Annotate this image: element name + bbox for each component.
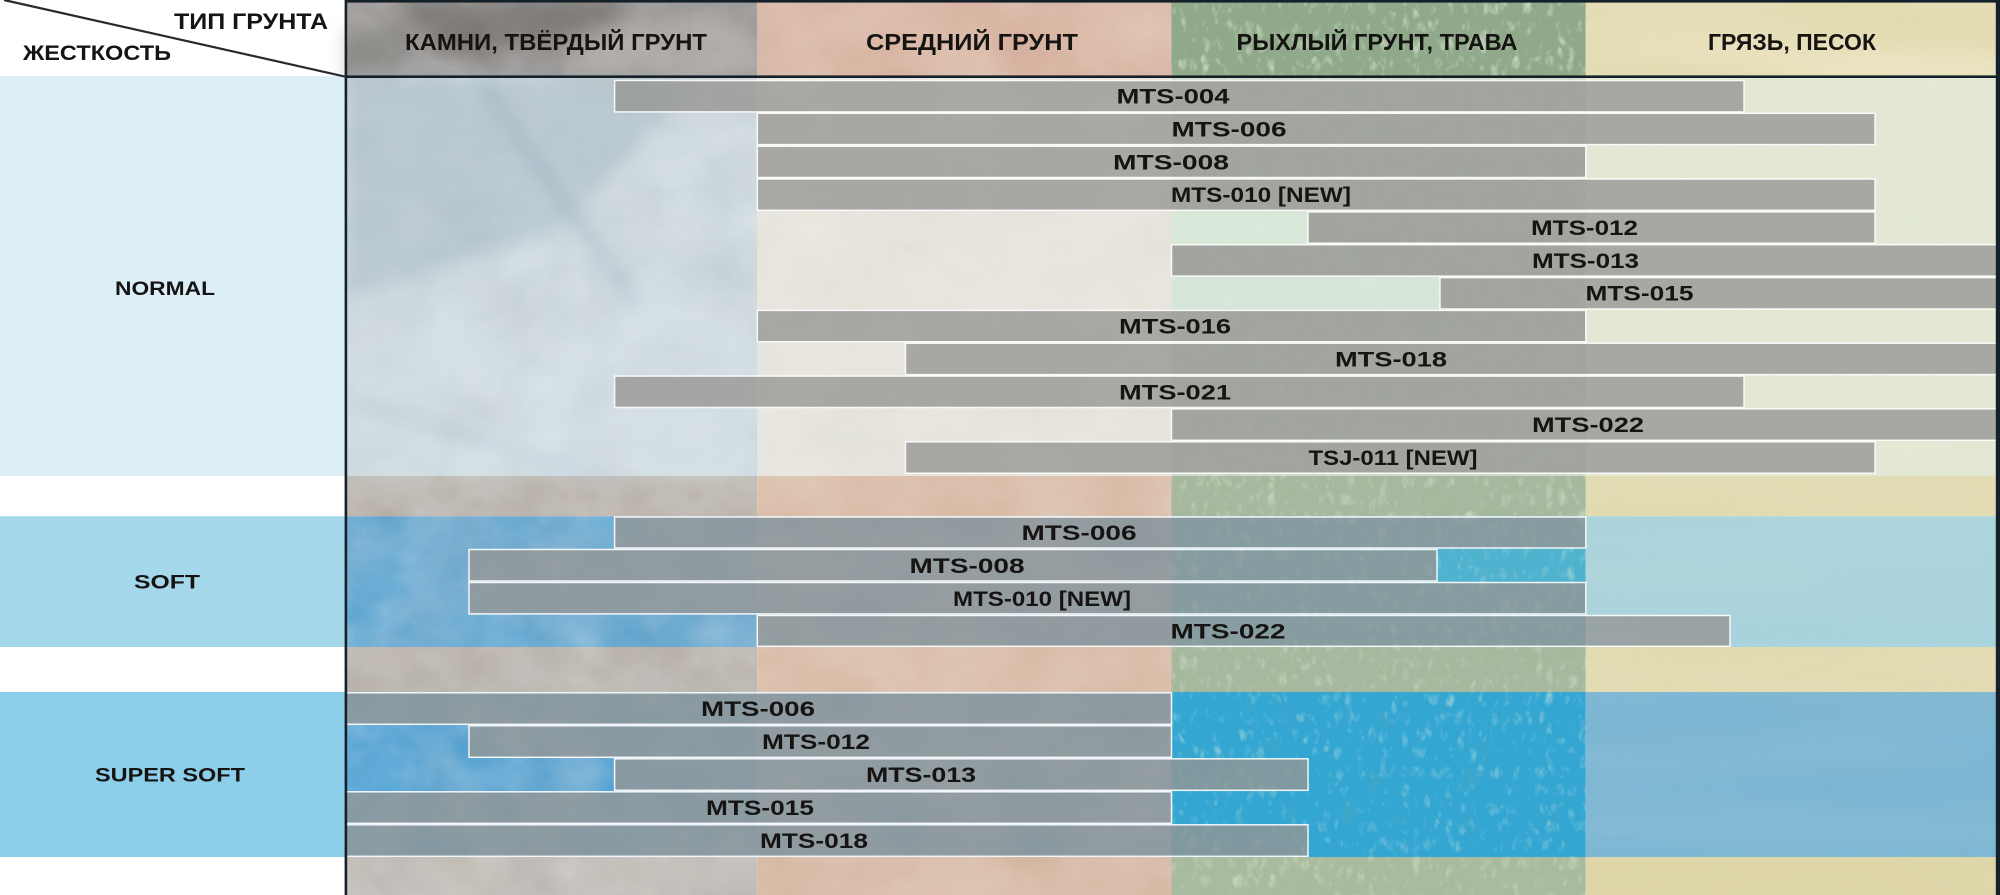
svg-text:ГРЯЗЬ, ПЕСОК: ГРЯЗЬ, ПЕСОК — [1708, 29, 1877, 55]
svg-text:SOFT: SOFT — [134, 572, 200, 594]
svg-text:РЫХЛЫЙ ГРУНТ, ТРАВА: РЫХЛЫЙ ГРУНТ, ТРАВА — [1237, 28, 1518, 55]
svg-text:MTS-015: MTS-015 — [706, 797, 814, 820]
svg-text:MTS-012: MTS-012 — [1531, 217, 1638, 240]
svg-text:MTS-012: MTS-012 — [762, 731, 870, 754]
svg-text:MTS-006: MTS-006 — [701, 698, 815, 721]
svg-text:MTS-013: MTS-013 — [866, 764, 976, 787]
svg-text:MTS-004: MTS-004 — [1117, 86, 1230, 109]
svg-text:MTS-006: MTS-006 — [1022, 522, 1137, 545]
svg-text:MTS-018: MTS-018 — [1335, 348, 1447, 371]
svg-text:MTS-016: MTS-016 — [1119, 316, 1231, 339]
svg-text:MTS-018: MTS-018 — [760, 830, 868, 853]
svg-text:TSJ-011 [NEW]: TSJ-011 [NEW] — [1309, 447, 1478, 470]
svg-text:MTS-010 [NEW]: MTS-010 [NEW] — [953, 588, 1131, 611]
svg-text:MTS-015: MTS-015 — [1586, 283, 1694, 306]
svg-text:ЖЕСТКОСТЬ: ЖЕСТКОСТЬ — [22, 42, 171, 65]
svg-text:MTS-010 [NEW]: MTS-010 [NEW] — [1171, 184, 1351, 207]
svg-text:ТИП ГРУНТА: ТИП ГРУНТА — [174, 9, 328, 34]
svg-text:MTS-022: MTS-022 — [1532, 414, 1644, 437]
svg-text:MTS-022: MTS-022 — [1171, 620, 1286, 643]
svg-text:СРЕДНИЙ ГРУНТ: СРЕДНИЙ ГРУНТ — [866, 28, 1078, 55]
svg-text:КАМНИ, ТВЁРДЫЙ ГРУНТ: КАМНИ, ТВЁРДЫЙ ГРУНТ — [405, 28, 707, 55]
svg-text:MTS-008: MTS-008 — [1113, 151, 1229, 174]
svg-text:SUPER SOFT: SUPER SOFT — [95, 765, 245, 787]
svg-text:MTS-021: MTS-021 — [1119, 381, 1231, 404]
svg-text:NORMAL: NORMAL — [115, 278, 215, 300]
svg-text:MTS-006: MTS-006 — [1172, 119, 1287, 142]
svg-text:MTS-013: MTS-013 — [1532, 250, 1639, 273]
svg-text:MTS-008: MTS-008 — [910, 555, 1025, 578]
